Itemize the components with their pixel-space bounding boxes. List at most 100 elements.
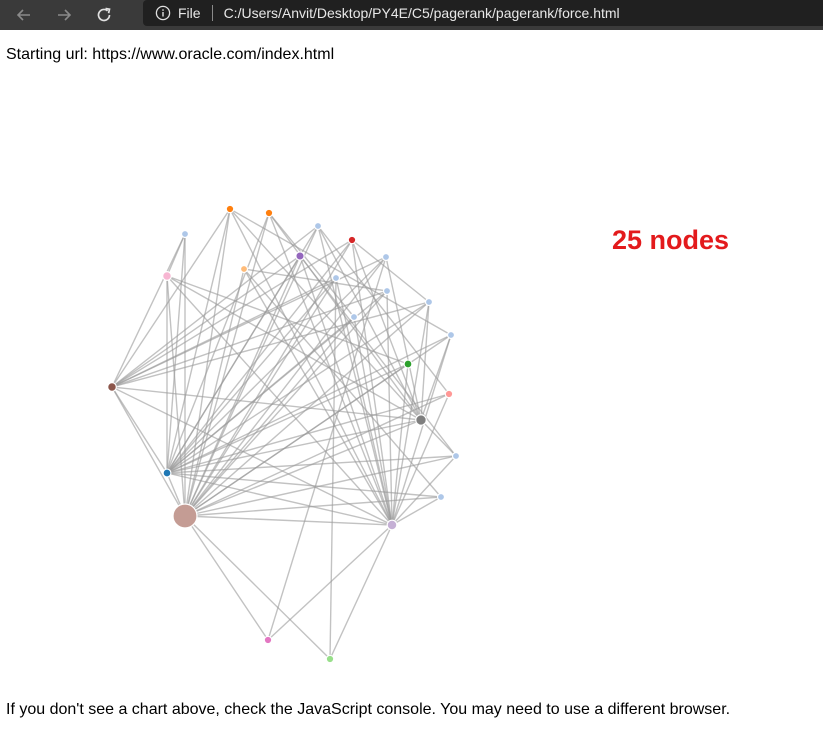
graph-link: [184, 208, 231, 517]
graph-link: [166, 239, 353, 474]
graph-node[interactable]: [403, 359, 413, 369]
graph-link: [329, 277, 337, 660]
reload-icon: [97, 7, 111, 22]
graph-link: [166, 316, 355, 474]
graph-node[interactable]: [347, 235, 357, 245]
graph-link: [385, 256, 422, 421]
graph-node[interactable]: [349, 312, 359, 322]
graph-node[interactable]: [162, 271, 172, 281]
graph-node[interactable]: [295, 251, 305, 261]
graph-link: [229, 208, 452, 336]
graph-link: [299, 255, 457, 457]
graph-link: [111, 233, 186, 388]
graph-node[interactable]: [436, 492, 446, 502]
graph-link: [243, 268, 388, 292]
graph-link: [351, 239, 422, 421]
graph-link: [166, 334, 452, 474]
graph-link: [329, 524, 393, 660]
graph-link: [391, 334, 452, 526]
graph-link: [184, 393, 450, 517]
graph-link: [317, 225, 422, 421]
graph-link: [391, 455, 457, 526]
graph-link: [229, 208, 393, 526]
graph-link: [267, 256, 387, 641]
forward-button[interactable]: [49, 3, 79, 27]
address-bar[interactable]: File C:/Users/Anvit/Desktop/PY4E/C5/page…: [143, 0, 823, 26]
graph-node[interactable]: [107, 382, 117, 392]
graph-node[interactable]: [325, 654, 335, 664]
graph-link: [184, 515, 269, 641]
file-scheme-label: File: [178, 5, 201, 21]
back-button[interactable]: [9, 3, 39, 27]
graph-node[interactable]: [162, 468, 172, 478]
graph-node[interactable]: [313, 221, 323, 231]
graph-link: [317, 225, 393, 526]
graph-link: [166, 393, 450, 474]
graph-link: [268, 212, 422, 421]
graph-link: [166, 233, 186, 474]
graph-link: [184, 363, 409, 517]
reload-button[interactable]: [89, 3, 119, 27]
graph-link: [166, 275, 422, 421]
graph-link: [166, 472, 393, 526]
footer-note: If you don't see a chart above, check th…: [6, 701, 731, 718]
graph-link: [166, 301, 430, 474]
graph-link: [111, 386, 168, 474]
forward-arrow-icon: [58, 9, 72, 21]
browser-toolbar: File C:/Users/Anvit/Desktop/PY4E/C5/page…: [0, 0, 823, 30]
graph-link: [184, 212, 270, 517]
graph-link: [351, 239, 393, 526]
back-arrow-icon: [16, 9, 30, 21]
graph-node[interactable]: [446, 330, 456, 340]
graph-link: [335, 277, 393, 526]
graph-link: [111, 208, 231, 388]
address-separator: [211, 5, 213, 21]
graph-link: [353, 316, 393, 526]
graph-link: [166, 225, 319, 474]
graph-link: [184, 515, 393, 526]
graph-node[interactable]: [451, 451, 461, 461]
graph-link: [166, 233, 186, 277]
graph-node[interactable]: [386, 519, 398, 531]
graph-link: [111, 290, 388, 388]
graph-link: [184, 515, 331, 660]
graph-link: [111, 255, 301, 388]
graph-link: [184, 419, 422, 517]
graph-node[interactable]: [381, 252, 391, 262]
graph-link: [111, 386, 393, 526]
graph-node[interactable]: [263, 635, 273, 645]
graph-link: [351, 239, 430, 303]
graph-link: [299, 255, 393, 526]
graph-link: [386, 290, 393, 526]
graph-node[interactable]: [382, 286, 392, 296]
graph-link: [184, 316, 355, 517]
graph-link: [166, 256, 387, 474]
graph-node[interactable]: [172, 503, 198, 529]
graph-link: [391, 496, 442, 526]
starting-url-text: Starting url: https://www.oracle.com/ind…: [6, 46, 335, 63]
node-count-label: 25 nodes: [612, 225, 730, 255]
graph-link: [111, 225, 319, 388]
graph-link: [243, 268, 393, 526]
graph-link: [166, 275, 393, 526]
graph-node[interactable]: [415, 414, 427, 426]
graph-link: [184, 256, 387, 517]
graph-link: [166, 212, 270, 474]
graph-node[interactable]: [331, 273, 341, 283]
graph-node[interactable]: [424, 297, 434, 307]
graph-link: [268, 212, 355, 318]
address-url[interactable]: C:/Users/Anvit/Desktop/PY4E/C5/pagerank/…: [223, 5, 620, 21]
graph-link: [229, 208, 422, 421]
graph-node[interactable]: [180, 229, 190, 239]
info-icon[interactable]: [155, 5, 171, 21]
graph-node[interactable]: [264, 208, 274, 218]
graph-node[interactable]: [239, 264, 249, 274]
graph-link: [166, 363, 409, 474]
graph-node[interactable]: [444, 389, 454, 399]
graph-link: [391, 393, 450, 526]
graph-link: [267, 524, 393, 641]
graph-node[interactable]: [225, 204, 235, 214]
graph-link: [184, 290, 388, 517]
graph-link: [111, 301, 430, 388]
